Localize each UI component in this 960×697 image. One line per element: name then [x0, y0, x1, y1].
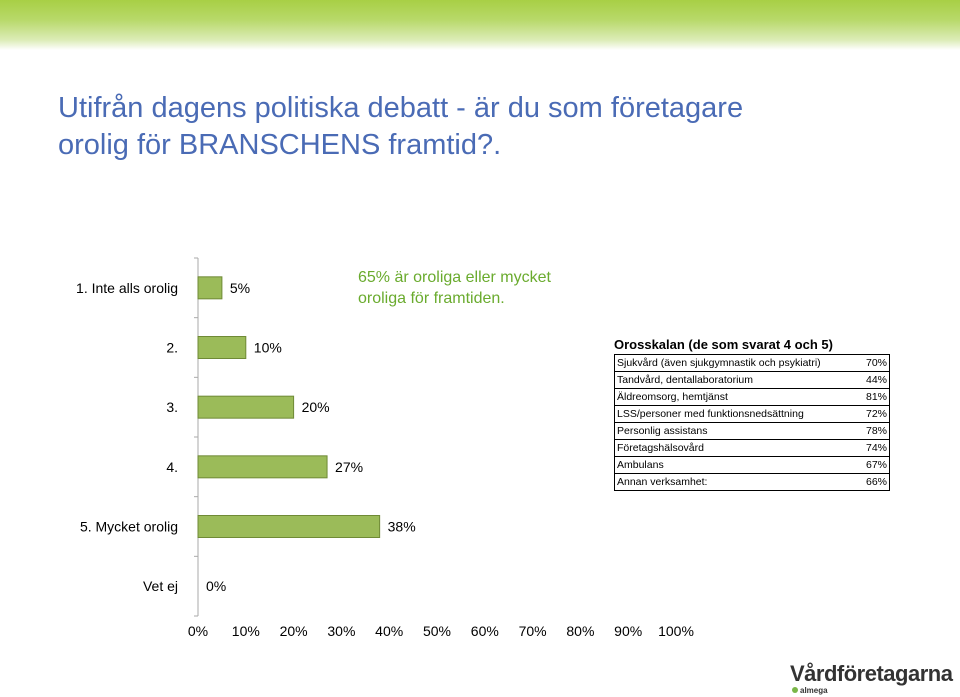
scale-row-label: Sjukvård (även sjukgymnastik och psykiat… [614, 354, 849, 372]
bar-value-label: 0% [206, 578, 226, 594]
category-label: 3. [166, 399, 178, 415]
category-label: 5. Mycket orolig [80, 519, 178, 535]
bar [197, 515, 381, 538]
logo-sub-text: almega [800, 686, 828, 695]
scale-row: Tandvård, dentallaboratorium 44% [614, 371, 890, 389]
vardforetagarna-logo: Vårdföretagarna almega [790, 661, 953, 697]
annotation-text: 65% är oroliga eller mycket oroliga för … [358, 269, 551, 307]
category-label: 1. Inte alls orolig [76, 280, 178, 296]
x-tick-label: 50% [423, 623, 451, 639]
scale-row-label: Tandvård, dentallaboratorium [614, 371, 849, 389]
scale-row-value: 67% [849, 456, 890, 474]
scale-table: Sjukvård (även sjukgymnastik och psykiat… [614, 354, 890, 491]
scale-row-value: 70% [849, 354, 890, 372]
scale-row-label: Ambulans [614, 456, 849, 474]
scale-row: Personlig assistans 78% [614, 422, 890, 440]
scale-row-label: Annan verksamhet: [614, 473, 849, 491]
x-tick-label: 30% [327, 623, 355, 639]
scale-row-label: Företagshälsovård [614, 439, 849, 457]
scale-row-label: Äldreomsorg, hemtjänst [614, 388, 849, 406]
logo-dot-icon [792, 687, 798, 693]
bar [197, 276, 223, 300]
x-tick-label: 80% [566, 623, 594, 639]
bar-value-label: 20% [302, 399, 330, 415]
top-banner [0, 0, 960, 50]
bar-value-label: 38% [388, 519, 416, 535]
scale-row-value: 74% [849, 439, 890, 457]
x-tick-label: 60% [471, 623, 499, 639]
scale-row-value: 66% [849, 473, 890, 491]
x-tick-label: 70% [519, 623, 547, 639]
scale-row-value: 81% [849, 388, 890, 406]
scale-row: LSS/personer med funktionsnedsättning 72% [614, 405, 890, 423]
scale-row-value: 44% [849, 371, 890, 389]
x-tick-label: 100% [658, 623, 694, 639]
scale-title: Orosskalan (de som svarat 4 och 5) [614, 337, 833, 352]
bar [197, 395, 295, 419]
scale-row: Företagshälsovård 74% [614, 439, 890, 457]
x-tick-label: 90% [614, 623, 642, 639]
scale-row: Äldreomsorg, hemtjänst 81% [614, 388, 890, 406]
bar-value-label: 10% [254, 340, 282, 356]
logo-sub: almega [792, 686, 950, 696]
scale-row: Sjukvård (även sjukgymnastik och psykiat… [614, 354, 890, 372]
category-label: 2. [166, 340, 178, 356]
bar [197, 455, 328, 479]
x-tick-label: 10% [232, 623, 260, 639]
slide-title: Utifrån dagens politiska debatt - är du … [58, 92, 744, 161]
worry-scale-panel: Orosskalan (de som svarat 4 och 5) Sjukv… [614, 336, 892, 491]
bar-value-label: 5% [230, 280, 250, 296]
scale-row: Ambulans 67% [614, 456, 890, 474]
scale-row-label: Personlig assistans [614, 422, 849, 440]
category-label: Vet ej [143, 578, 178, 594]
logo-name: Vårdföretagarna [790, 661, 953, 686]
scale-row-value: 78% [849, 422, 890, 440]
x-tick-label: 40% [375, 623, 403, 639]
category-label: 4. [166, 459, 178, 475]
scale-row-value: 72% [849, 405, 890, 423]
bar-value-label: 27% [335, 459, 363, 475]
x-tick-label: 0% [188, 623, 208, 639]
scale-row-label: LSS/personer med funktionsnedsättning [614, 405, 849, 423]
x-tick-label: 20% [280, 623, 308, 639]
scale-row: Annan verksamhet: 66% [614, 473, 890, 491]
bar [197, 336, 247, 359]
